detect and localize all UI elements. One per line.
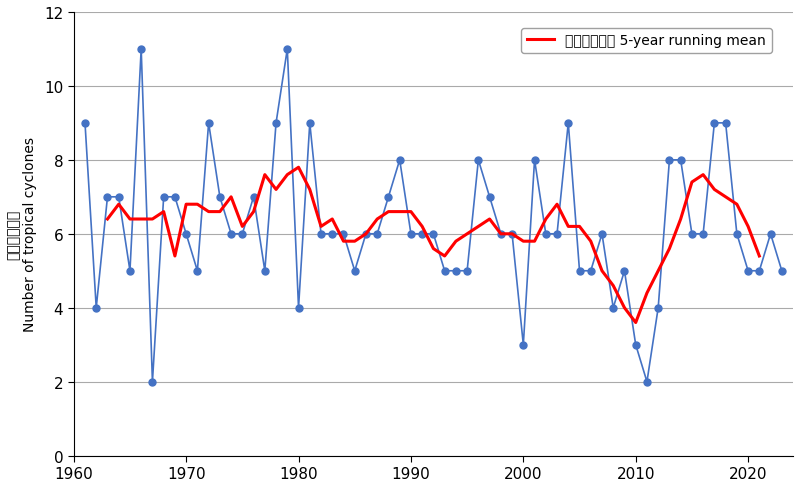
五年移動平均 5-year running mean — [271, 187, 281, 193]
五年移動平均 5-year running mean — [754, 254, 764, 260]
五年移動平均 5-year running mean — [586, 239, 595, 244]
五年移動平均 5-year running mean — [102, 217, 112, 223]
Legend: 五年移動平均 5-year running mean: 五年移動平均 5-year running mean — [521, 29, 772, 54]
Y-axis label: 熱帶氣旋數目
Number of tropical cyclones: 熱帶氣旋數目 Number of tropical cyclones — [7, 137, 37, 332]
五年移動平均 5-year running mean — [631, 320, 641, 326]
五年移動平均 5-year running mean — [294, 165, 303, 171]
五年移動平均 5-year running mean — [170, 254, 180, 260]
五年移動平均 5-year running mean — [125, 217, 134, 223]
Line: 五年移動平均 5-year running mean: 五年移動平均 5-year running mean — [107, 168, 759, 323]
五年移動平均 5-year running mean — [451, 239, 461, 244]
五年移動平均 5-year running mean — [204, 209, 214, 215]
